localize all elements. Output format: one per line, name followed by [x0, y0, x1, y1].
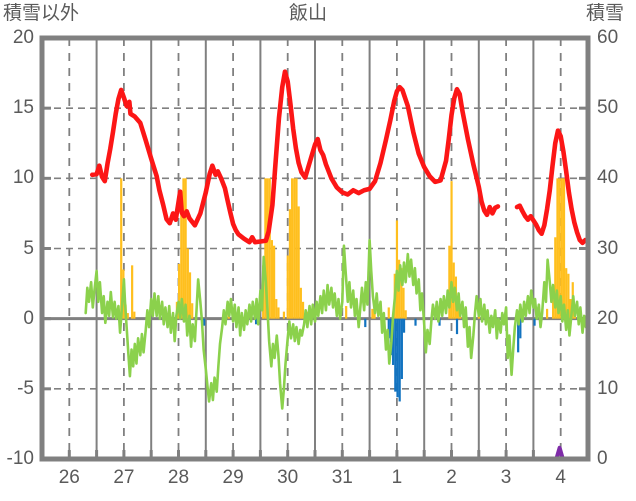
- right-tick-label: 50: [597, 97, 619, 119]
- left-tick-label: -5: [17, 377, 34, 399]
- left-tick-label: 15: [12, 97, 34, 119]
- right-tick-label: 40: [597, 167, 619, 189]
- right-tick-label: 10: [597, 377, 619, 399]
- bottom-tick-label: 31: [331, 467, 353, 488]
- left-tick-label: 20: [12, 27, 34, 48]
- right-tick-label: 30: [597, 237, 619, 259]
- right-tick-label: 0: [597, 448, 608, 469]
- left-tick-label: 5: [23, 237, 34, 259]
- right-tick-label: 20: [597, 307, 619, 329]
- bottom-tick-label: 4: [555, 467, 566, 488]
- bottom-tick-label: 30: [277, 467, 299, 488]
- right-tick-label: 60: [597, 27, 619, 48]
- page-title: 飯山: [0, 4, 636, 23]
- chart-title-text: 飯山: [288, 3, 327, 24]
- bottom-tick-label: 2: [446, 467, 457, 488]
- bottom-tick-label: 1: [391, 467, 403, 488]
- left-tick-label: 0: [23, 307, 34, 329]
- left-tick-label: 10: [12, 167, 34, 189]
- data-series-layer: [84, 69, 588, 459]
- bottom-tick-label: 28: [167, 467, 190, 488]
- bottom-tick-label: 27: [113, 467, 135, 488]
- left-axis-title: 積雪以外: [3, 3, 80, 24]
- left-tick-label: -10: [6, 448, 34, 469]
- bottom-tick-label: 29: [222, 467, 244, 488]
- right-axis-title: 積雪: [586, 3, 625, 24]
- plot-frame: [39, 35, 591, 462]
- bottom-tick-label: 3: [500, 467, 512, 488]
- bottom-tick-label: 26: [58, 467, 80, 488]
